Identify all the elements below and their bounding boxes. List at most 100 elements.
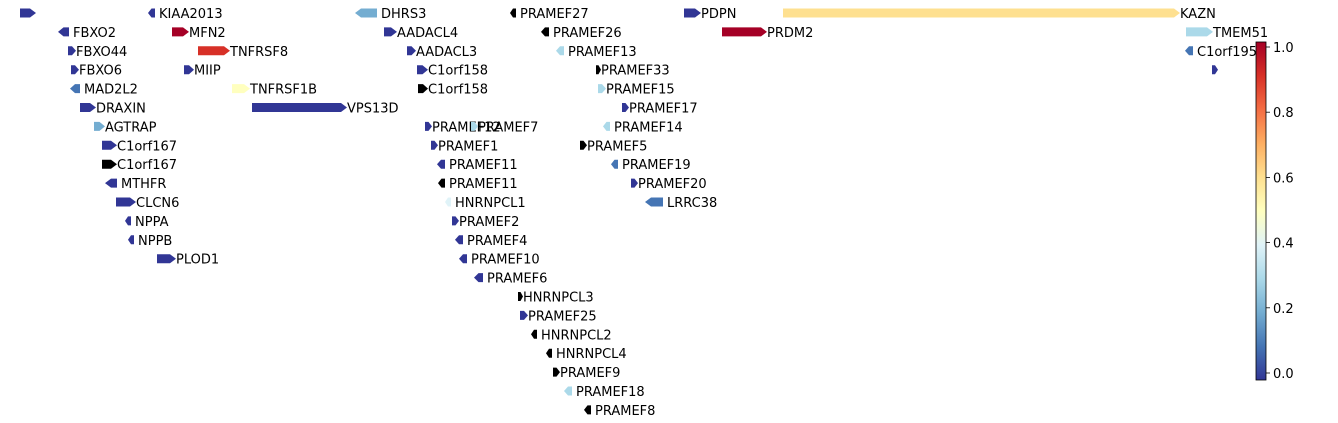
gene-label-c1orf195-57: C1orf195 — [1197, 45, 1257, 60]
gene-label-pramef7-44: PRAMEF7 — [478, 120, 538, 135]
gene-label-aadacl3-22: AADACL3 — [416, 45, 477, 60]
gene-label-dhrs3-20: DHRS3 — [381, 7, 426, 22]
gene-label-mfn2-15: MFN2 — [189, 26, 226, 41]
colorbar-tick-label-0: 0.0 — [1273, 367, 1294, 382]
gene-arrow-fbxo6-4 — [71, 65, 79, 75]
gene-label-pdpn-53: PDPN — [701, 7, 736, 22]
gene-label-tnfrsf1b-18: TNFRSF1B — [249, 83, 317, 98]
gene-arrow-pramef15-46 — [598, 84, 606, 94]
gene-arrow-hnrnpcl2-36 — [531, 329, 537, 339]
gene-arrow-nppb-13 — [128, 235, 134, 245]
gene-arrow-c1orf167-8 — [102, 140, 117, 150]
gene-arrow-c1orf158-24 — [418, 84, 428, 94]
gene-label-draxin-6: DRAXIN — [96, 102, 146, 117]
gene-label-pramef15-46: PRAMEF15 — [606, 83, 675, 98]
gene-arrow-pramef20-51 — [631, 178, 638, 188]
gene-label-tmem51-56: TMEM51 — [1212, 26, 1268, 41]
gene-arrow-pramef13-43 — [556, 46, 564, 56]
gene-label-miip-17: MIIP — [194, 64, 221, 79]
gene-label-pramef6-33: PRAMEF6 — [487, 272, 547, 287]
gene-label-pramef13-43: PRAMEF13 — [568, 45, 637, 60]
gene-arrow-tmem51-56 — [1186, 27, 1213, 37]
gene-arrow-c1orf158-23 — [417, 65, 428, 75]
gene-arrow-tnfrsf1b-18 — [232, 84, 250, 94]
colorbar-tick-label-5: 1.0 — [1273, 41, 1294, 56]
gene-arrow-hnrnpcl3-34 — [518, 292, 523, 301]
gene-label-pramef33-45: PRAMEF33 — [601, 64, 670, 79]
gene-arrow-pramef4-31 — [455, 235, 463, 245]
gene-arrow-unlabeled-0 — [20, 8, 36, 18]
gene-label-pramef20-51: PRAMEF20 — [638, 177, 707, 192]
gene-label-fbxo2-2: FBXO2 — [73, 26, 116, 41]
gene-label-pramef10-32: PRAMEF10 — [471, 253, 540, 268]
gene-label-hnrnpcl1-29: HNRNPCL1 — [455, 196, 526, 211]
gene-arrow-pramef26-42 — [541, 27, 549, 37]
gene-label-mad2l2-5: MAD2L2 — [84, 83, 138, 98]
gene-arrow-pramef8-40 — [584, 405, 591, 415]
gene-label-pramef27-41: PRAMEF27 — [520, 7, 589, 22]
gene-arrow-pramef11-27 — [437, 159, 445, 169]
gene-arrow-draxin-6 — [80, 103, 96, 112]
gene-label-nppa-12: NPPA — [135, 215, 169, 230]
gene-label-c1orf167-9: C1orf167 — [117, 158, 177, 173]
gene-arrow-hnrnpcl4-37 — [546, 348, 552, 358]
gene-arrow-pramef17-47 — [622, 103, 629, 112]
gene-arrow-pramef10-32 — [459, 254, 467, 264]
gene-label-fbxo6-4: FBXO6 — [79, 64, 122, 79]
gene-label-clcn6-11: CLCN6 — [136, 196, 179, 211]
gene-label-pramef12-25: PRAMEF12 — [432, 120, 501, 135]
gene-arrow-aadacl3-22 — [407, 46, 416, 56]
gene-arrow-c1orf195-57 — [1185, 46, 1193, 56]
gene-arrow-clcn6-11 — [116, 197, 136, 207]
gene-label-c1orf158-23: C1orf158 — [428, 64, 488, 79]
gene-label-pramef9-38: PRAMEF9 — [560, 366, 620, 381]
gene-label-pramef5-49: PRAMEF5 — [587, 139, 647, 154]
gene-label-tnfrsf8-16: TNFRSF8 — [229, 45, 288, 60]
gene-arrow-tnfrsf8-16 — [198, 46, 230, 56]
colorbar-tick-label-3: 0.6 — [1273, 171, 1294, 186]
gene-label-hnrnpcl3-34: HNRNPCL3 — [523, 291, 594, 306]
gene-label-mthfr-10: MTHFR — [121, 177, 166, 192]
gene-arrow-agtrap-7 — [94, 121, 105, 131]
colorbar-tick-label-2: 0.4 — [1273, 237, 1294, 252]
gene-arrow-pramef19-50 — [611, 159, 618, 169]
gene-label-pramef17-47: PRAMEF17 — [629, 102, 698, 117]
colorbar-tick-label-4: 0.8 — [1273, 106, 1294, 121]
gene-arrow-fbxo2-2 — [58, 27, 69, 37]
colorbar-tick-label-1: 0.2 — [1273, 302, 1294, 317]
colorbar — [1255, 41, 1267, 381]
gene-arrow-nppa-12 — [125, 216, 131, 226]
gene-arrow-fbxo44-3 — [68, 46, 76, 56]
gene-label-pramef14-48: PRAMEF14 — [614, 120, 683, 135]
gene-label-aadacl4-21: AADACL4 — [397, 26, 458, 41]
gene-label-pramef8-40: PRAMEF8 — [595, 404, 655, 419]
gene-arrow-pramef25-35 — [520, 310, 528, 320]
gene-label-pramef11-27: PRAMEF11 — [449, 158, 518, 173]
gene-label-vps13d-19: VPS13D — [347, 102, 399, 117]
gene-arrow-pramef18-39 — [564, 386, 572, 396]
gene-label-pramef1-26: PRAMEF1 — [438, 139, 498, 154]
gene-label-kazn-55: KAZN — [1180, 7, 1216, 22]
gene-arrow-pramef33-45 — [596, 65, 601, 75]
gene-arrow-pdpn-53 — [684, 8, 701, 18]
gene-arrow-dhrs3-20 — [355, 8, 377, 18]
gene-arrow-pramef9-38 — [553, 367, 560, 377]
gene-arrow-pramef14-48 — [603, 121, 610, 131]
gene-arrow-pramef6-33 — [474, 273, 483, 283]
gene-label-prdm2-54: PRDM2 — [767, 26, 813, 41]
gene-label-agtrap-7: AGTRAP — [105, 120, 157, 135]
gene-arrow-plod1-14 — [157, 254, 176, 264]
gene-label-nppb-13: NPPB — [138, 234, 172, 249]
gene-arrow-vps13d-19 — [252, 103, 347, 112]
gene-arrow-kazn-55 — [783, 8, 1180, 18]
gene-label-kiaa2013-1: KIAA2013 — [159, 7, 223, 22]
gene-arrow-pramef27-41 — [510, 8, 516, 18]
gene-label-c1orf158-24: C1orf158 — [428, 83, 488, 98]
gene-arrow-mthfr-10 — [105, 178, 117, 188]
gene-label-pramef2-30: PRAMEF2 — [459, 215, 519, 230]
gene-arrow-pramef12-25 — [425, 121, 432, 131]
gene-label-lrrc38-52: LRRC38 — [667, 196, 717, 211]
gene-arrow-unlabeled-58 — [1212, 65, 1218, 75]
gene-arrow-pramef5-49 — [580, 140, 587, 150]
